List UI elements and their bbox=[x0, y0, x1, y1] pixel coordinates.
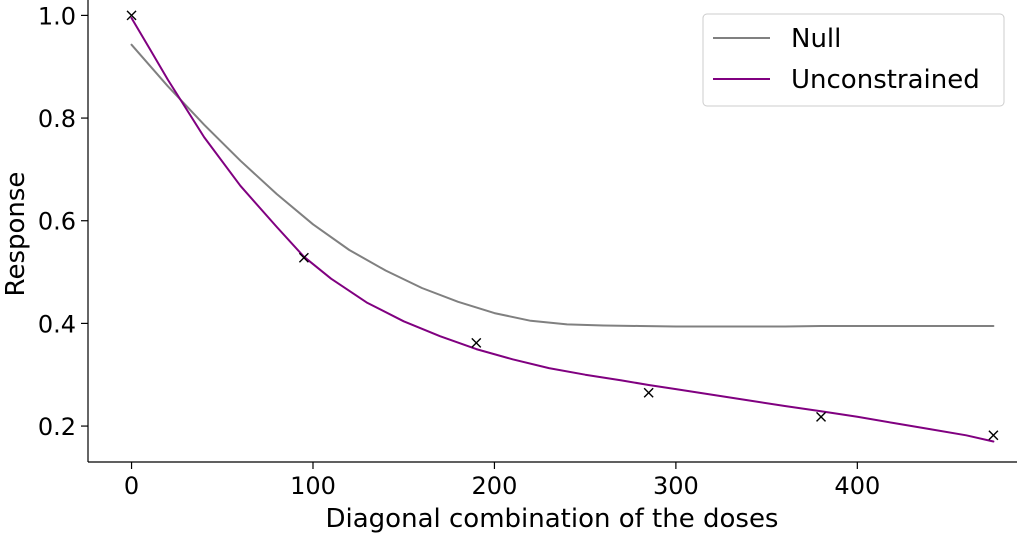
legend-label-unconstrained: Unconstrained bbox=[791, 65, 980, 95]
observation-marker bbox=[643, 387, 654, 398]
legend-label-null: Null bbox=[791, 24, 841, 54]
x-tick-label: 0 bbox=[124, 472, 139, 500]
x-tick-label: 200 bbox=[472, 472, 518, 500]
y-tick-label: 0.8 bbox=[38, 105, 76, 133]
x-tick-label: 400 bbox=[834, 472, 880, 500]
axes bbox=[87, 0, 1017, 463]
series-line-null bbox=[130, 43, 995, 328]
legend: Null Unconstrained bbox=[702, 13, 1005, 107]
y-ticks: 0.2 0.4 0.6 0.8 1.0 bbox=[38, 2, 88, 441]
observation-marker bbox=[988, 430, 999, 441]
series-line-unconstrained bbox=[130, 17, 995, 443]
y-axis-label: Response bbox=[1, 172, 31, 297]
y-tick-label: 1.0 bbox=[38, 2, 76, 30]
x-axis-label: Diagonal combination of the doses bbox=[326, 504, 779, 533]
x-tick-label: 100 bbox=[290, 472, 336, 500]
y-tick-label: 0.4 bbox=[38, 310, 76, 338]
observation-marker bbox=[298, 252, 309, 263]
x-tick-label: 300 bbox=[653, 472, 699, 500]
y-tick-label: 0.6 bbox=[38, 208, 76, 236]
plot-area bbox=[126, 10, 999, 443]
y-tick-label: 0.2 bbox=[38, 413, 76, 441]
observation-marker bbox=[471, 337, 482, 348]
x-ticks: 0 100 200 300 400 bbox=[124, 462, 880, 500]
observation-marker bbox=[126, 10, 137, 21]
observation-marker bbox=[816, 411, 827, 422]
legend-box bbox=[702, 13, 1005, 107]
